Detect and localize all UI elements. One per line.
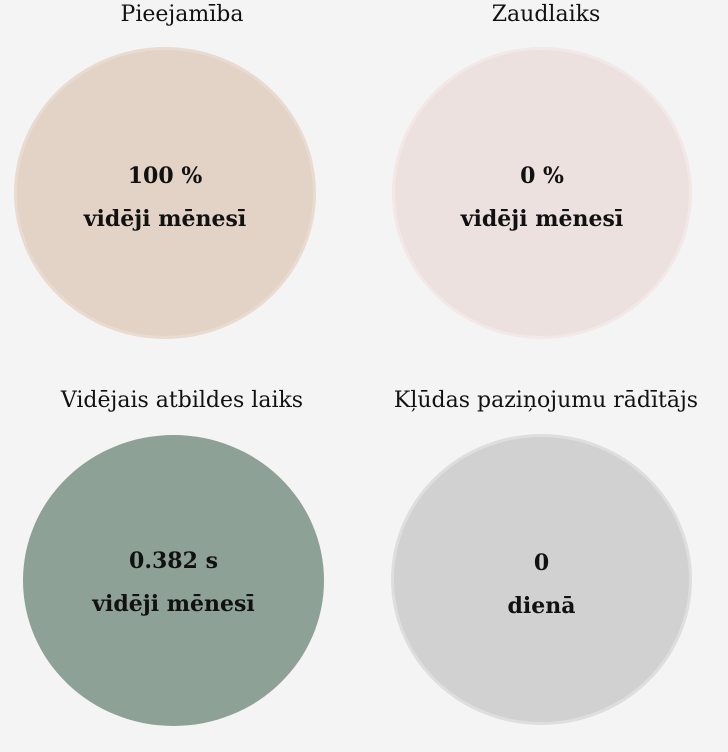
availability-title: Pieejamība [120,2,244,27]
availability-panel: Pieejamība 100 % vidēji mēnesī [0,0,364,364]
error-rate-period: dienā [507,593,576,619]
downtime-title: Zaudlaiks [491,2,601,27]
downtime-circle: 0 % vidēji mēnesī [392,47,692,339]
downtime-period: vidēji mēnesī [460,206,624,232]
response-time-panel: Vidējais atbildes laiks 0.382 s vidēji m… [0,388,364,752]
response-time-circle: 0.382 s vidēji mēnesī [23,435,324,726]
error-rate-value: 0 [533,550,550,576]
availability-period: vidēji mēnesī [83,206,247,232]
availability-value: 100 % [127,163,203,189]
response-time-value: 0.382 s [129,548,218,574]
response-time-period: vidēji mēnesī [92,591,255,617]
response-time-title: Vidējais atbildes laiks [60,388,304,413]
error-rate-title: Kļūdas paziņojumu rādītājs [393,388,699,413]
downtime-panel: Zaudlaiks 0 % vidēji mēnesī [364,0,728,364]
availability-circle: 100 % vidēji mēnesī [14,47,316,339]
error-rate-circle: 0 dienā [391,434,692,725]
error-rate-panel: Kļūdas paziņojumu rādītājs 0 dienā [364,388,728,752]
downtime-value: 0 % [520,163,564,189]
